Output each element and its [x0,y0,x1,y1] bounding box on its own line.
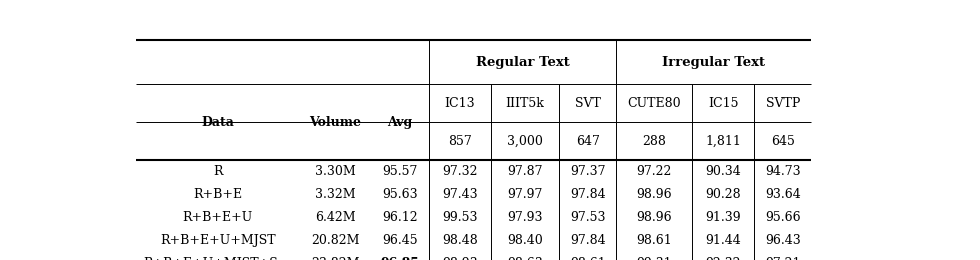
Text: 92.32: 92.32 [706,257,741,260]
Text: 96.45: 96.45 [382,235,417,248]
Text: Irregular Text: Irregular Text [662,56,765,69]
Text: R+B+E+U: R+B+E+U [182,211,253,224]
Text: 99.31: 99.31 [636,257,672,260]
Text: R+B+E+U+MJST+Syn: R+B+E+U+MJST+Syn [143,257,293,260]
Text: 91.39: 91.39 [706,211,741,224]
Text: 95.57: 95.57 [382,165,417,178]
Text: 98.63: 98.63 [508,257,543,260]
Text: 98.40: 98.40 [508,235,543,248]
Text: 93.64: 93.64 [765,188,801,201]
Text: 98.96: 98.96 [636,188,672,201]
Text: R+B+E+U+MJST: R+B+E+U+MJST [160,235,275,248]
Text: 98.61: 98.61 [636,235,672,248]
Text: 96.12: 96.12 [382,211,417,224]
Text: 97.84: 97.84 [570,188,606,201]
Text: 645: 645 [771,135,795,148]
Text: Regular Text: Regular Text [475,56,569,69]
Text: IC13: IC13 [444,97,475,110]
Text: 98.61: 98.61 [569,257,606,260]
Text: 6.42M: 6.42M [316,211,356,224]
Text: 20.82M: 20.82M [312,235,360,248]
Text: 97.93: 97.93 [508,211,543,224]
Text: 3,000: 3,000 [507,135,543,148]
Text: 96.85: 96.85 [380,257,419,260]
Text: 94.73: 94.73 [765,165,801,178]
Text: R: R [213,165,222,178]
Text: 99.53: 99.53 [442,211,477,224]
Text: 647: 647 [576,135,600,148]
Text: 97.22: 97.22 [636,165,672,178]
Text: 97.21: 97.21 [765,257,801,260]
Text: 3.32M: 3.32M [316,188,356,201]
Text: 97.87: 97.87 [508,165,543,178]
Text: 95.63: 95.63 [382,188,417,201]
Text: Data: Data [201,116,234,129]
Text: 96.43: 96.43 [765,235,801,248]
Text: SVT: SVT [574,97,601,110]
Text: SVTP: SVTP [765,97,800,110]
Text: 1,811: 1,811 [706,135,741,148]
Text: Avg: Avg [387,116,413,129]
Text: 95.66: 95.66 [765,211,801,224]
Text: 97.84: 97.84 [570,235,606,248]
Text: R+B+E: R+B+E [193,188,242,201]
Text: 97.32: 97.32 [442,165,477,178]
Text: 98.96: 98.96 [636,211,672,224]
Text: 288: 288 [642,135,666,148]
Text: Volume: Volume [310,116,362,129]
Text: 23.82M: 23.82M [312,257,360,260]
Text: 97.37: 97.37 [570,165,606,178]
Text: 90.34: 90.34 [706,165,741,178]
Text: 91.44: 91.44 [706,235,741,248]
Text: 98.93: 98.93 [442,257,477,260]
Text: IIIT5k: IIIT5k [506,97,545,110]
Text: IC15: IC15 [708,97,739,110]
Text: 97.53: 97.53 [570,211,606,224]
Text: 98.48: 98.48 [442,235,477,248]
Text: CUTE80: CUTE80 [627,97,681,110]
Text: 3.30M: 3.30M [316,165,356,178]
Text: 97.97: 97.97 [508,188,543,201]
Text: 857: 857 [448,135,471,148]
Text: 97.43: 97.43 [442,188,477,201]
Text: 90.28: 90.28 [706,188,741,201]
